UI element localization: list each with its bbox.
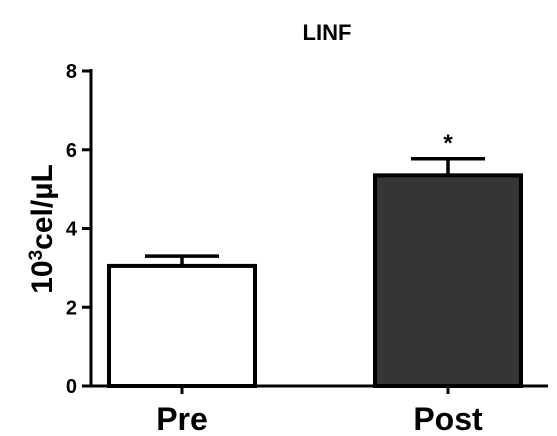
y-axis-label-exponent: 3 bbox=[26, 250, 47, 261]
y-axis-label-base: 10 bbox=[26, 260, 59, 293]
chart-title: LINF bbox=[303, 20, 352, 45]
y-axis-label: 103cel/µL bbox=[26, 164, 60, 294]
significance-marker: * bbox=[443, 130, 453, 157]
y-tick-label-4: 4 bbox=[66, 219, 78, 241]
chart-marks: Pre Post * 0 2 4 6 8 bbox=[66, 61, 548, 436]
x-tick-label-pre: Pre bbox=[156, 401, 208, 436]
bar-post bbox=[373, 173, 523, 388]
y-tick-label-2: 2 bbox=[66, 297, 77, 319]
y-tick-label-6: 6 bbox=[66, 140, 77, 162]
bar-pre bbox=[107, 263, 257, 388]
x-tick-label-post: Post bbox=[413, 401, 483, 436]
y-axis-label-unit: cel/µL bbox=[26, 164, 59, 250]
y-tick-label-0: 0 bbox=[66, 376, 77, 398]
y-tick-label-8: 8 bbox=[66, 61, 77, 83]
